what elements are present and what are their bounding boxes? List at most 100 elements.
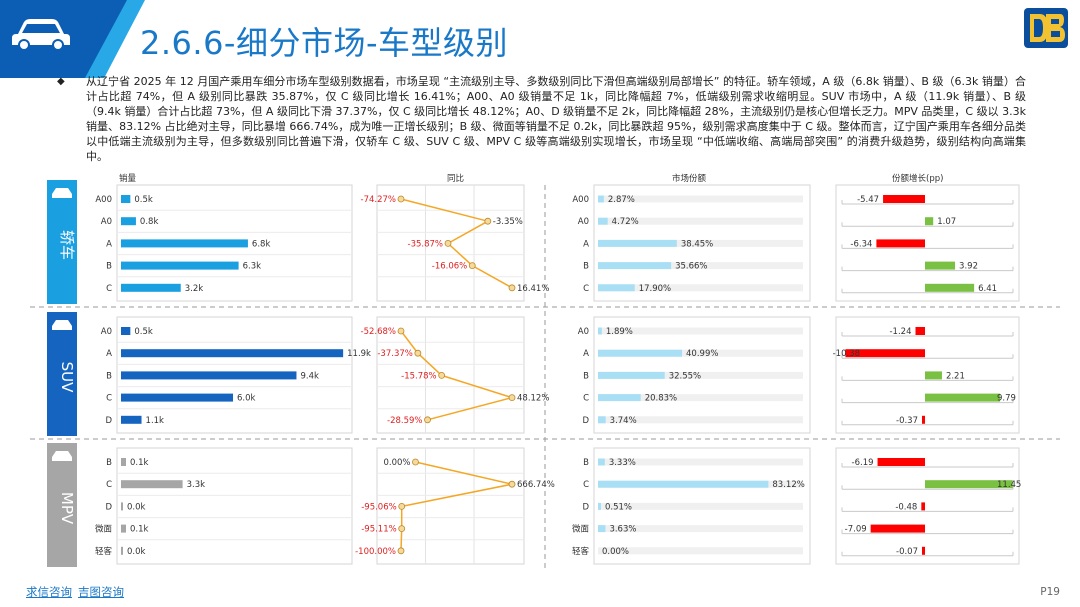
share-change-label: 2.21	[946, 371, 965, 381]
category-tick: B	[106, 371, 112, 381]
panel-frame	[376, 316, 525, 434]
share-track	[598, 547, 803, 555]
share-bar	[598, 480, 769, 488]
category-tick: A00	[572, 195, 589, 205]
category-tick: A0	[578, 327, 589, 337]
category-tick: B	[106, 262, 112, 272]
category-tick: A	[583, 349, 589, 359]
sales-label: 11.9k	[347, 349, 371, 359]
sales-label: 6.8k	[252, 239, 271, 249]
share-bar	[598, 239, 677, 247]
category-tick: C	[583, 480, 589, 490]
share-bar	[598, 394, 641, 402]
footer-link-1[interactable]: 求信咨询	[26, 585, 72, 599]
share-change-bar	[925, 283, 975, 292]
sales-bar	[121, 283, 181, 292]
panel-frame	[835, 316, 1020, 434]
suv-icon	[52, 320, 72, 330]
share-track	[598, 371, 803, 379]
share-change-label: -5.47	[857, 195, 879, 205]
share-track	[598, 262, 803, 270]
share-change-bar	[925, 393, 1001, 402]
sales-label: 0.5k	[134, 327, 153, 337]
sales-label: 6.3k	[243, 262, 262, 272]
sales-bar	[121, 480, 183, 489]
yoy-label: -100.00%	[355, 547, 396, 557]
category-tick: C	[583, 284, 589, 294]
col-header-share: 市场份额	[672, 173, 707, 184]
panel-frame	[376, 184, 525, 302]
category-tick: B	[583, 262, 589, 272]
yoy-point	[484, 217, 492, 225]
sales-label: 0.8k	[140, 217, 159, 227]
yoy-line	[400, 461, 513, 551]
share-track	[598, 239, 803, 247]
footer-links: 求信咨询 吉图咨询	[26, 584, 130, 600]
page-number: P19	[1040, 586, 1060, 598]
share-label: 38.45%	[681, 239, 713, 249]
sales-label: 3.3k	[187, 480, 206, 490]
sales-bar	[121, 371, 297, 380]
yoy-point	[397, 327, 405, 335]
category-label: 轿车	[58, 230, 76, 260]
category-tick: D	[105, 502, 112, 512]
page-title: 2.6.6-细分市场-车型级别	[140, 24, 509, 62]
share-track	[598, 349, 803, 357]
yoy-point	[412, 458, 419, 466]
footer-link-2[interactable]: 吉图咨询	[78, 585, 124, 599]
share-change-bar	[877, 458, 925, 466]
category-label: SUV	[58, 362, 76, 394]
category-label: MPV	[58, 492, 76, 525]
share-bar	[598, 371, 665, 379]
sedan-icon	[52, 188, 72, 198]
yoy-label: -3.35%	[493, 217, 523, 227]
share-change-bar	[845, 349, 925, 358]
sales-bar	[121, 458, 126, 466]
sales-label: 6.0k	[237, 394, 256, 404]
category-tick: A	[106, 239, 112, 249]
share-label: 3.63%	[609, 525, 636, 535]
share-label: 3.33%	[609, 458, 636, 468]
sales-label: 0.0k	[127, 502, 146, 512]
share-bar	[598, 349, 683, 357]
panel-frame	[835, 184, 1020, 302]
sales-bar	[121, 217, 136, 226]
share-change-bar	[922, 415, 925, 424]
category-tick: 微面	[572, 524, 590, 535]
share-label: 20.83%	[645, 394, 677, 404]
sales-label: 0.1k	[130, 525, 149, 535]
panel-frame	[593, 184, 811, 302]
category-tab	[47, 443, 77, 567]
share-change-label: 9.79	[997, 394, 1016, 404]
sales-bar	[121, 393, 233, 402]
share-track	[598, 217, 803, 225]
category-tab	[47, 180, 77, 304]
sales-label: 3.2k	[185, 284, 204, 294]
category-tick: A	[106, 349, 112, 359]
category-tick: A0	[101, 217, 112, 227]
share-track	[598, 284, 803, 292]
share-change-label: 3.92	[959, 262, 978, 272]
share-bar	[598, 327, 602, 335]
panel-frame	[116, 184, 353, 302]
yoy-point	[438, 371, 446, 379]
yoy-label: -37.37%	[377, 349, 412, 359]
share-track	[598, 458, 803, 466]
share-label: 17.90%	[639, 284, 671, 294]
yoy-point	[468, 262, 476, 270]
share-label: 3.74%	[610, 416, 637, 426]
sales-bar	[121, 261, 239, 270]
car-icon	[12, 19, 70, 51]
category-tick: D	[105, 416, 112, 426]
col-header-share-change: 份额增长(pp)	[892, 173, 943, 184]
share-bar	[598, 416, 606, 424]
share-label: 0.00%	[602, 547, 629, 557]
category-tick: B	[583, 458, 589, 468]
share-change-bar	[883, 195, 925, 203]
share-label: 1.89%	[606, 327, 633, 337]
yoy-label: -16.06%	[432, 262, 467, 272]
yoy-point	[397, 547, 405, 555]
share-change-label: -6.19	[852, 458, 874, 468]
yoy-label: -15.78%	[401, 371, 436, 381]
